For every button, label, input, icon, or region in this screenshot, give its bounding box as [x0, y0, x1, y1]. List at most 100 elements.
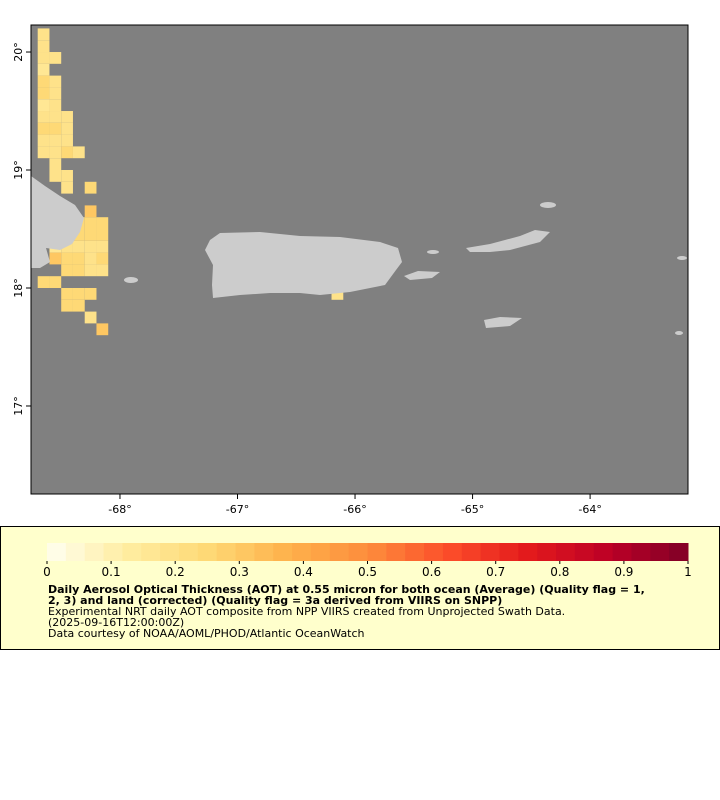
colorbar-tick-label: 0.8 — [550, 565, 569, 579]
colorbar-step — [160, 543, 180, 561]
land — [31, 176, 687, 335]
colorbar-step — [273, 543, 293, 561]
aot-cell — [61, 287, 73, 300]
aot-cell — [61, 299, 73, 312]
legend-title: Daily Aerosol Optical Thickness (AOT) at… — [48, 583, 645, 596]
aot-cell — [37, 52, 50, 64]
colorbar-step — [480, 543, 500, 561]
aot-cell — [49, 122, 62, 135]
aot-cell — [84, 205, 97, 218]
colorbar-step — [574, 543, 595, 561]
colorbar-step — [442, 543, 463, 561]
colorbar-step — [518, 543, 538, 561]
colorbar-tick-label: 0.1 — [102, 565, 121, 579]
aot-cell — [61, 170, 73, 182]
colorbar-step — [65, 543, 86, 561]
colorbar-step — [386, 543, 406, 561]
colorbar-step — [84, 543, 105, 561]
colorbar-step — [254, 543, 274, 561]
aot-cell — [49, 276, 62, 288]
aot-cell — [37, 75, 50, 88]
colorbar-tick-label: 0.7 — [486, 565, 505, 579]
colorbar-tick-label: 0.6 — [422, 565, 441, 579]
colorbar-step — [348, 543, 368, 561]
colorbar-step — [292, 543, 312, 561]
aot-cell — [49, 52, 62, 64]
aot-cell — [37, 40, 50, 53]
colorbar-tick-label: 0.9 — [614, 565, 633, 579]
x-tick-label: -68° — [108, 503, 131, 516]
aot-cell — [49, 87, 62, 100]
island — [466, 230, 550, 252]
aot-cell — [37, 63, 50, 76]
aot-cell — [49, 252, 62, 265]
colorbar-step — [178, 543, 199, 561]
colorbar-step — [631, 543, 651, 561]
colorbar-step — [537, 543, 557, 561]
puerto-rico — [205, 232, 402, 298]
aot-cell — [37, 134, 50, 147]
legend-note: Data courtesy of NOAA/AOML/PHOD/Atlantic… — [48, 627, 365, 640]
colorbar-step — [329, 543, 350, 561]
aot-cell — [72, 287, 85, 300]
island — [675, 331, 683, 335]
colorbar-tick-label: 0.2 — [166, 565, 185, 579]
hispaniola — [31, 176, 84, 268]
aot-cell — [84, 240, 97, 253]
aot-cell — [84, 287, 97, 300]
x-tick-label: -64° — [578, 503, 601, 516]
aot-cell — [49, 170, 62, 182]
aot-cell — [61, 134, 73, 147]
aot-cell — [37, 28, 50, 41]
y-tick-label: 18° — [12, 278, 25, 298]
aot-cell — [49, 134, 62, 147]
aot-cell — [61, 111, 73, 123]
aot-cell — [49, 111, 62, 123]
aot-cell — [61, 252, 73, 265]
aot-cell — [37, 87, 50, 100]
aot-cell — [72, 264, 85, 277]
aot-cell — [84, 311, 97, 324]
island — [484, 317, 522, 328]
aot-cell — [37, 276, 50, 288]
aot-cell — [72, 229, 85, 241]
colorbar-tick-label: 1 — [684, 565, 692, 579]
aot-cell — [331, 287, 344, 300]
cell-layer — [37, 28, 344, 336]
legend-note: Experimental NRT daily AOT composite fro… — [48, 605, 565, 618]
island — [677, 256, 687, 260]
aot-cell — [61, 264, 73, 277]
colorbar-step — [197, 543, 218, 561]
colorbar-step — [47, 543, 67, 561]
aot-cell — [49, 75, 62, 88]
aot-cell — [61, 181, 73, 194]
colorbar-tick-label: 0 — [43, 565, 51, 579]
aot-cell — [37, 111, 50, 123]
aot-cell — [37, 99, 50, 112]
aot-cell — [61, 122, 73, 135]
colorbar-tick-label: 0.4 — [294, 565, 313, 579]
colorbar-step — [556, 543, 576, 561]
aot-cell — [72, 240, 85, 253]
colorbar-step — [310, 543, 331, 561]
colorbar-step — [235, 543, 255, 561]
colorbar-tick-label: 0.5 — [358, 565, 377, 579]
island — [404, 271, 440, 280]
aot-cell — [96, 252, 109, 265]
island — [427, 250, 439, 254]
aot-cell — [49, 99, 62, 112]
aot-cell — [84, 217, 97, 230]
aot-cell — [96, 217, 109, 230]
aot-cell — [96, 229, 109, 241]
x-tick-label: -67° — [226, 503, 249, 516]
island — [124, 277, 138, 283]
colorbar-step — [141, 543, 161, 561]
colorbar-tick-label: 0.3 — [230, 565, 249, 579]
legend-title: 2, 3) and land (corrected) (Quality flag… — [48, 594, 502, 607]
colorbar-step — [122, 543, 142, 561]
x-tick-label: -65° — [461, 503, 484, 516]
legend-note: (2025-09-16T12:00:00Z) — [48, 616, 184, 629]
aot-cell — [96, 264, 109, 277]
colorbar-step — [424, 543, 444, 561]
